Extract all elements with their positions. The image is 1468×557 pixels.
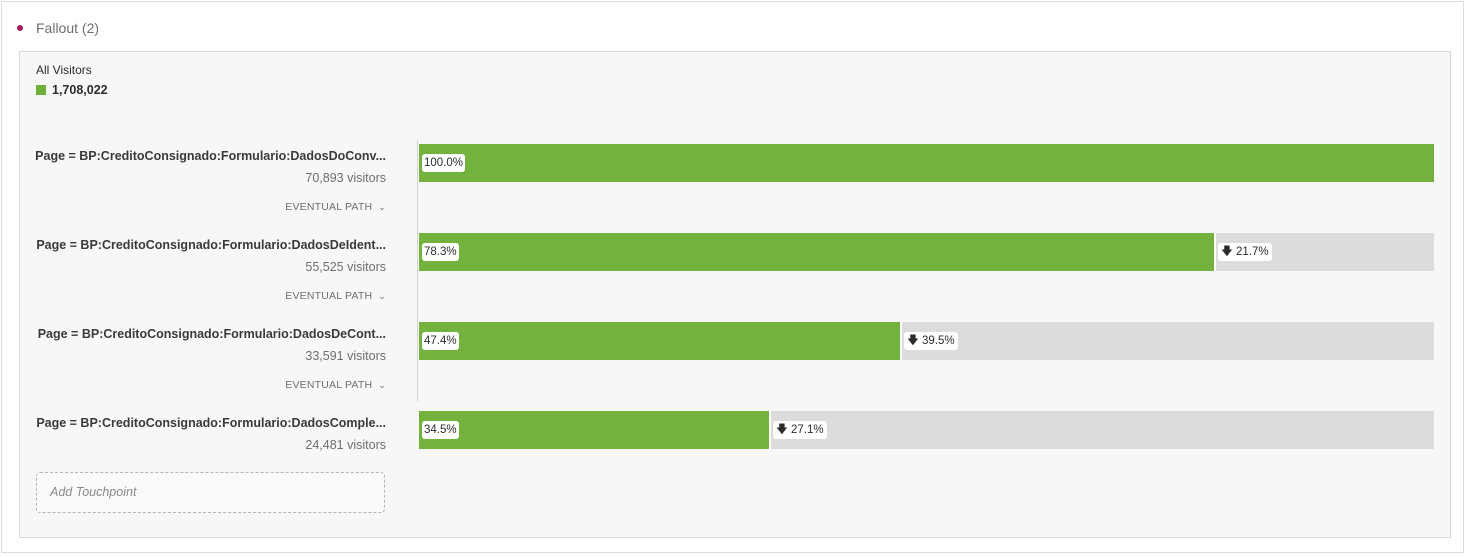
panel-title: Fallout (2) — [36, 20, 100, 36]
segment-swatch — [36, 85, 46, 95]
segment-count-value: 1,708,022 — [52, 83, 108, 97]
step-dropoff[interactable]: 🡇 27.1% — [773, 421, 827, 439]
step-visitors: 24,481 visitors — [305, 438, 386, 452]
step-percent: 78.3% — [422, 243, 459, 261]
step-label[interactable]: Page = BP:CreditoConsignado:Formulario:D… — [35, 149, 386, 185]
eventual-path-toggle[interactable]: EVENTUAL PATH ⌄ — [285, 379, 386, 391]
fallout-step: Page = BP:CreditoConsignado:Formulario:D… — [20, 233, 1452, 302]
steps-divider — [417, 140, 418, 402]
eventual-path-toggle[interactable]: EVENTUAL PATH ⌄ — [285, 290, 386, 302]
arrow-down-icon: 🡇 — [907, 335, 919, 347]
add-touchpoint-dropzone[interactable]: Add Touchpoint — [36, 472, 385, 513]
step-bar-fill[interactable] — [419, 322, 902, 360]
step-name: Page = BP:CreditoConsignado:Formulario:D… — [36, 238, 386, 252]
segment-count: 1,708,022 — [36, 83, 108, 97]
step-visitors: 70,893 visitors — [305, 171, 386, 185]
eventual-path-toggle[interactable]: EVENTUAL PATH ⌄ — [285, 201, 386, 213]
panel-dot-icon — [17, 25, 23, 31]
step-bar-track[interactable]: 34.5% 🡇 27.1% — [419, 411, 1434, 449]
eventual-path-label: EVENTUAL PATH — [285, 379, 373, 391]
arrow-down-icon: 🡇 — [1221, 246, 1233, 258]
arrow-down-icon: 🡇 — [776, 424, 788, 436]
fallout-step: Page = BP:CreditoConsignado:Formulario:D… — [20, 411, 1452, 476]
fallout-visualization: All Visitors 1,708,022 Page = BP:Credito… — [19, 51, 1451, 538]
step-visitors: 55,525 visitors — [305, 260, 386, 274]
step-bar-fill[interactable] — [419, 411, 771, 449]
step-dropoff-value: 27.1% — [791, 424, 824, 436]
step-dropoff[interactable]: 🡇 39.5% — [904, 332, 958, 350]
step-visitors: 33,591 visitors — [305, 349, 386, 363]
fallout-step: Page = BP:CreditoConsignado:Formulario:D… — [20, 322, 1452, 391]
step-bar-track[interactable]: 100.0% — [419, 144, 1434, 182]
step-label[interactable]: Page = BP:CreditoConsignado:Formulario:D… — [36, 416, 386, 452]
step-name: Page = BP:CreditoConsignado:Formulario:D… — [35, 149, 386, 163]
step-percent: 47.4% — [422, 332, 459, 350]
panel-header[interactable]: Fallout (2) — [17, 18, 99, 38]
step-label[interactable]: Page = BP:CreditoConsignado:Formulario:D… — [38, 327, 386, 363]
step-name: Page = BP:CreditoConsignado:Formulario:D… — [37, 327, 386, 341]
eventual-path-label: EVENTUAL PATH — [285, 201, 373, 213]
step-dropoff[interactable]: 🡇 21.7% — [1218, 243, 1272, 261]
step-bar-track[interactable]: 47.4% 🡇 39.5% — [419, 322, 1434, 360]
step-bar-track[interactable]: 78.3% 🡇 21.7% — [419, 233, 1434, 271]
step-label[interactable]: Page = BP:CreditoConsignado:Formulario:D… — [36, 238, 386, 274]
step-dropoff-value: 39.5% — [922, 335, 955, 347]
step-dropoff-value: 21.7% — [1236, 246, 1269, 258]
segment-legend: All Visitors 1,708,022 — [36, 63, 108, 97]
step-percent: 100.0% — [422, 154, 466, 172]
add-touchpoint-placeholder: Add Touchpoint — [50, 485, 137, 499]
chevron-down-icon: ⌄ — [378, 201, 386, 212]
eventual-path-label: EVENTUAL PATH — [285, 290, 373, 302]
chevron-down-icon: ⌄ — [378, 379, 386, 390]
step-name: Page = BP:CreditoConsignado:Formulario:D… — [36, 416, 386, 430]
step-percent: 34.5% — [422, 421, 459, 439]
chevron-down-icon: ⌄ — [378, 290, 386, 301]
fallout-step: Page = BP:CreditoConsignado:Formulario:D… — [20, 144, 1452, 213]
step-bar-fill[interactable] — [419, 144, 1434, 182]
step-bar-fill[interactable] — [419, 233, 1216, 271]
segment-name: All Visitors — [36, 63, 92, 77]
